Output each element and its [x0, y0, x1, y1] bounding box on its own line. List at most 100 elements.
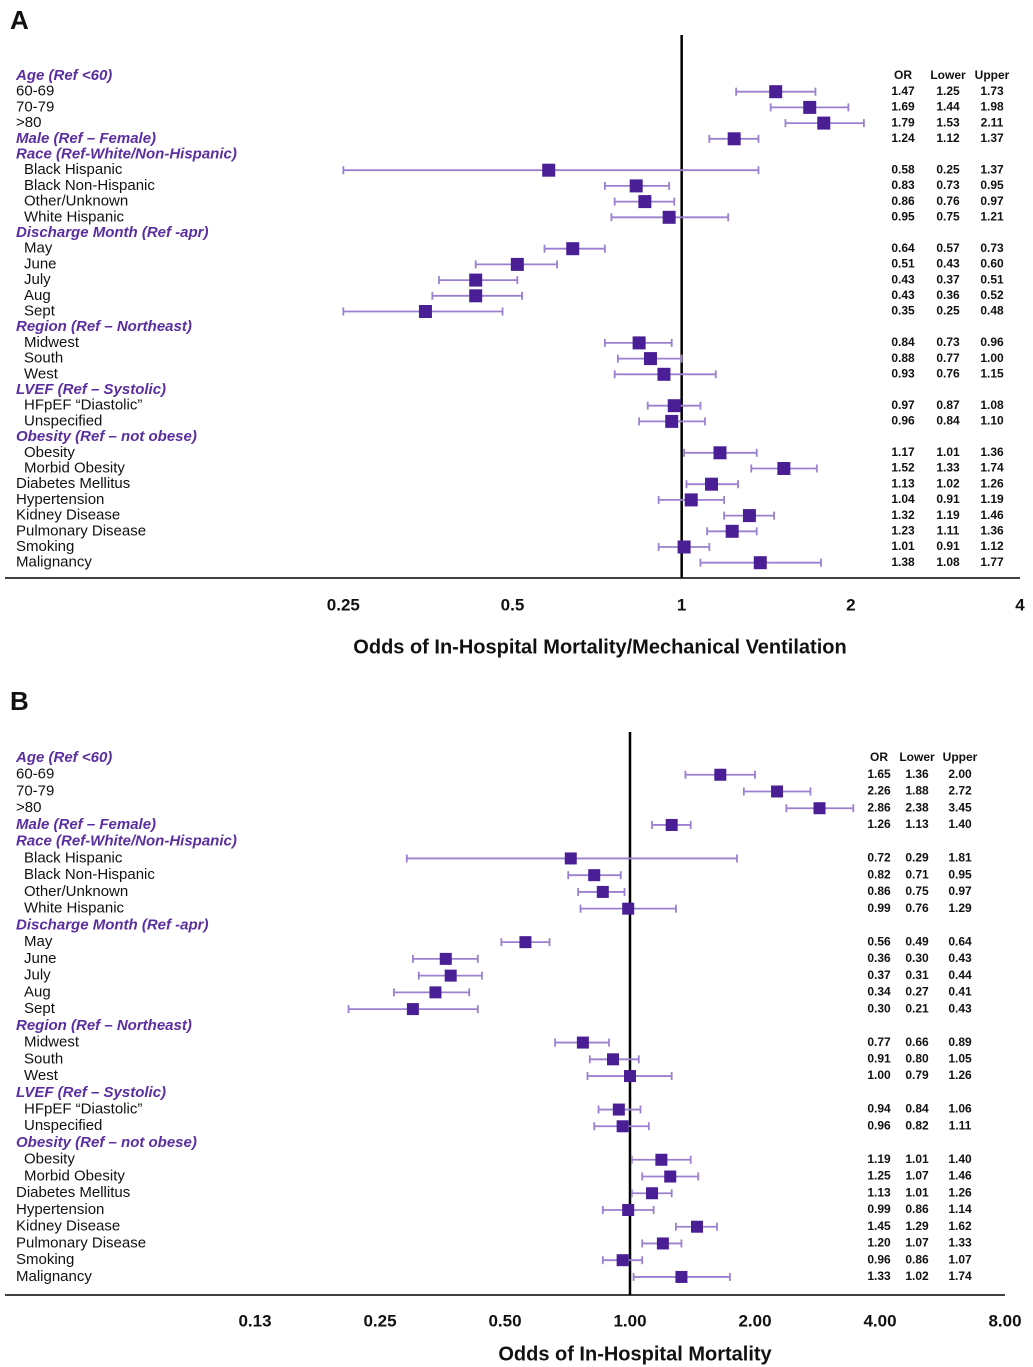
column-header: Lower [930, 68, 966, 82]
x-axis-title: Odds of In-Hospital Mortality [498, 1343, 772, 1365]
table-value: 1.25 [867, 1169, 891, 1183]
group-label: Race (Ref-White/Non-Hispanic) [16, 833, 237, 850]
row-label: Other/Unknown [24, 193, 128, 210]
table-value: 0.93 [891, 366, 915, 380]
odds-ratio-marker [510, 257, 524, 271]
odds-ratio-marker [725, 524, 739, 538]
odds-ratio-marker [646, 1187, 659, 1200]
table-value: 0.35 [891, 304, 915, 318]
group-label: Discharge Month (Ref -apr) [16, 224, 209, 241]
table-value: 2.11 [981, 115, 1004, 129]
row-label: Black Non-Hispanic [24, 177, 155, 194]
table-value: 0.73 [936, 178, 960, 192]
table-value: 0.31 [905, 968, 929, 982]
row-label: West [24, 365, 59, 382]
table-value: 0.43 [891, 288, 915, 302]
odds-ratio-marker [656, 1237, 669, 1250]
table-value: 1.23 [891, 523, 915, 537]
table-value: 0.25 [936, 304, 960, 318]
table-value: 3.45 [948, 800, 972, 814]
table-value: 1.17 [891, 445, 915, 459]
table-value: 1.01 [905, 1185, 929, 1199]
table-value: 1.37 [980, 162, 1004, 176]
table-value: 0.82 [905, 1118, 929, 1132]
table-value: 0.94 [867, 1102, 891, 1116]
table-value: 0.86 [905, 1202, 929, 1216]
odds-ratio-marker [566, 242, 580, 256]
odds-ratio-marker [429, 986, 442, 999]
group-label: Male (Ref – Female) [16, 130, 156, 147]
odds-ratio-marker [638, 195, 652, 209]
odds-ratio-marker [616, 1254, 629, 1267]
table-value: 1.73 [980, 84, 1004, 98]
table-value: 1.19 [936, 508, 960, 522]
row-label: White Hispanic [24, 900, 125, 917]
table-value: 0.49 [905, 934, 929, 948]
table-value: 0.82 [867, 867, 891, 881]
x-tick-label: 1.00 [613, 1311, 646, 1330]
table-value: 1.08 [980, 398, 1004, 412]
table-value: 1.07 [905, 1169, 929, 1183]
row-label: Hypertension [16, 491, 104, 508]
table-value: 1.01 [936, 445, 960, 459]
odds-ratio-marker [664, 1170, 677, 1183]
odds-ratio-marker [439, 952, 452, 965]
table-value: 1.29 [905, 1219, 929, 1233]
table-value: 1.19 [867, 1152, 891, 1166]
x-tick-label: 4.00 [863, 1311, 896, 1330]
odds-ratio-marker [622, 1203, 635, 1216]
row-label: July [24, 271, 51, 288]
odds-ratio-marker [622, 902, 635, 915]
group-label: LVEF (Ref – Systolic) [16, 1084, 166, 1101]
table-value: 0.76 [936, 194, 960, 208]
row-label: Unspecified [24, 1117, 102, 1134]
table-value: 0.84 [936, 414, 960, 428]
table-value: 1.33 [948, 1236, 972, 1250]
x-tick-label: 0.13 [238, 1311, 271, 1330]
group-label: Discharge Month (Ref -apr) [16, 916, 209, 933]
table-value: 0.36 [936, 288, 960, 302]
table-value: 0.77 [867, 1035, 891, 1049]
odds-ratio-marker [817, 116, 831, 130]
table-value: 0.25 [936, 162, 960, 176]
row-label: Other/Unknown [24, 883, 128, 900]
table-value: 0.73 [936, 335, 960, 349]
row-label: 70-79 [16, 98, 54, 115]
table-value: 0.43 [948, 1001, 972, 1015]
table-value: 0.56 [867, 934, 891, 948]
table-value: 0.84 [905, 1102, 929, 1116]
table-value: 0.37 [936, 272, 960, 286]
x-tick-label: 8.00 [988, 1311, 1021, 1330]
column-header: Upper [975, 68, 1010, 82]
odds-ratio-marker [813, 802, 826, 815]
table-value: 0.91 [936, 492, 960, 506]
row-label: June [24, 950, 57, 967]
odds-ratio-marker [564, 852, 577, 865]
table-value: 0.36 [867, 951, 891, 965]
table-value: 1.44 [936, 100, 960, 114]
row-label: July [24, 967, 51, 984]
odds-ratio-marker [727, 132, 741, 146]
table-value: 0.76 [905, 901, 929, 915]
table-value: 0.75 [936, 209, 960, 223]
table-value: 0.34 [867, 985, 891, 999]
table-value: 1.00 [867, 1068, 891, 1082]
table-value: 0.83 [891, 178, 915, 192]
row-label: 60-69 [16, 766, 54, 783]
x-tick-label: 2 [846, 595, 855, 614]
table-value: 0.29 [905, 851, 929, 865]
column-header: Upper [943, 750, 978, 764]
table-value: 1.12 [980, 539, 1004, 553]
table-value: 0.96 [867, 1118, 891, 1132]
odds-ratio-marker [657, 367, 671, 381]
group-label: Region (Ref – Northeast) [16, 1017, 192, 1034]
table-value: 1.36 [980, 445, 1004, 459]
group-label: Male (Ref – Female) [16, 816, 156, 833]
table-value: 0.86 [867, 884, 891, 898]
table-value: 0.43 [936, 257, 960, 271]
table-value: 1.25 [936, 84, 960, 98]
table-value: 0.86 [905, 1252, 929, 1266]
table-value: 1.33 [867, 1269, 891, 1283]
table-value: 0.91 [867, 1051, 891, 1065]
table-value: 0.43 [891, 272, 915, 286]
